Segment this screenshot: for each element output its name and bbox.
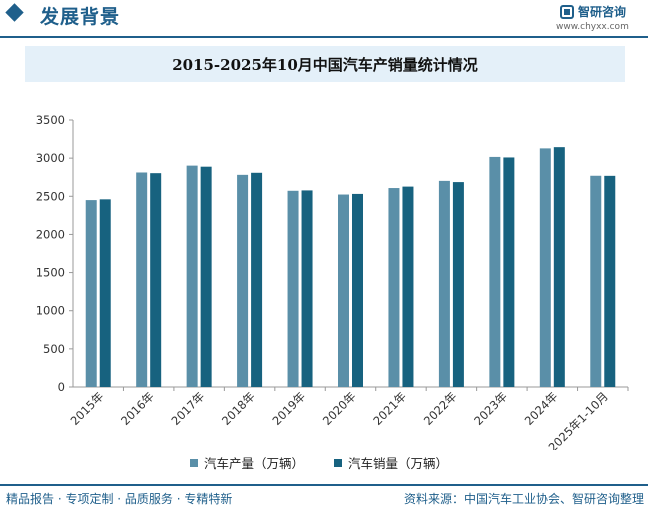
bar-sales (150, 173, 162, 387)
x-tick-label: 2021年 (370, 389, 409, 428)
x-tick-label: 2015年 (68, 389, 107, 428)
header: 发展背景 智研咨询 www.chyxx.com (0, 0, 648, 32)
y-tick-label: 500 (43, 342, 65, 356)
header-divider (0, 36, 648, 38)
section-title: 发展背景 (40, 6, 121, 28)
brand-name: 智研咨询 (578, 5, 627, 19)
y-tick-label: 0 (58, 380, 65, 394)
bar-production (590, 175, 602, 387)
y-tick-label: 2000 (36, 227, 65, 241)
x-tick-label: 2023年 (471, 389, 510, 428)
y-tick-label: 2500 (36, 189, 65, 203)
x-tick-label: 2018年 (219, 389, 258, 428)
bar-sales (604, 175, 616, 387)
bar-sales (301, 190, 313, 387)
x-tick-label: 2024年 (522, 389, 561, 428)
x-tick-label: 2022年 (421, 389, 460, 428)
bar-production (237, 174, 249, 387)
bar-sales (503, 157, 515, 387)
diamond-icon (5, 3, 24, 22)
legend-item-production: 汽车产量（万辆） (190, 453, 304, 472)
x-tick-label: 2019年 (269, 389, 308, 428)
chart-title-bar: 2015-2025年10月中国汽车产销量统计情况 (25, 46, 625, 82)
bar-sales (352, 193, 363, 387)
legend-label-production: 汽车产量（万辆） (204, 456, 305, 471)
legend: 汽车产量（万辆） 汽车销量（万辆） (190, 453, 448, 472)
bar-sales (200, 166, 212, 387)
legend-item-sales: 汽车销量（万辆） (334, 453, 448, 472)
x-tick-label: 2016年 (118, 389, 157, 428)
bar-production (388, 188, 400, 387)
bar-sales (553, 147, 565, 387)
bar-production (338, 194, 349, 387)
y-tick-label: 3500 (36, 113, 65, 127)
bar-production (85, 200, 97, 387)
bar-production (489, 156, 501, 387)
legend-swatch-sales (334, 458, 343, 467)
bar-production (438, 180, 450, 387)
bar-production (186, 165, 198, 387)
brand-url: www.chyxx.com (556, 22, 629, 32)
bar-chart: 0 500 1000 1500 2000 2500 3000 3500 2015年 2016年 20… (36, 113, 629, 450)
y-tick-label: 1000 (36, 304, 65, 318)
footer-divider (0, 484, 648, 486)
bar-sales (402, 186, 414, 387)
bar-production (287, 190, 299, 387)
x-tick-label: 2017年 (169, 389, 208, 428)
x-tick-label: 2020年 (320, 389, 359, 428)
footer-source: 资料来源：中国汽车工业协会、智研咨询整理 (403, 492, 644, 506)
bar-sales (251, 172, 263, 387)
y-tick-label: 3000 (36, 151, 65, 165)
bar-production (136, 172, 148, 387)
bar-production (539, 148, 551, 387)
legend-swatch-production (190, 458, 198, 467)
legend-label-sales: 汽车销量（万辆） (348, 456, 449, 471)
bar-sales (99, 199, 111, 387)
y-tick-label: 1500 (36, 266, 65, 280)
footer-slogan: 精品报告 · 专项定制 · 品质服务 · 专精特新 (6, 492, 233, 506)
chart-title: 2015-2025年10月中国汽车产销量统计情况 (172, 55, 478, 74)
bar-sales (452, 182, 464, 387)
brand-logo-icon (560, 5, 574, 19)
